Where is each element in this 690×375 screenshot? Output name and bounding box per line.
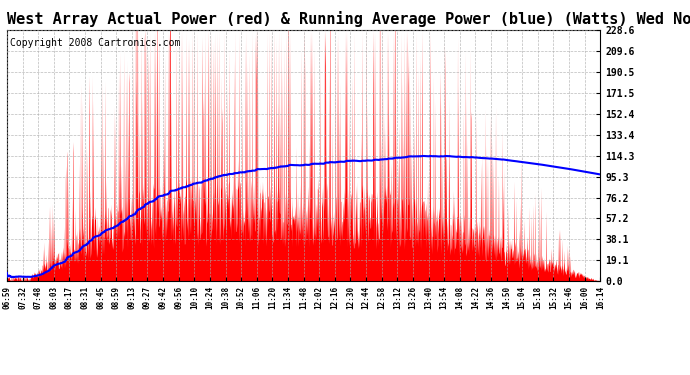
Text: West Array Actual Power (red) & Running Average Power (blue) (Watts) Wed Nov 12 : West Array Actual Power (red) & Running …: [7, 11, 690, 27]
Text: Copyright 2008 Cartronics.com: Copyright 2008 Cartronics.com: [10, 38, 180, 48]
